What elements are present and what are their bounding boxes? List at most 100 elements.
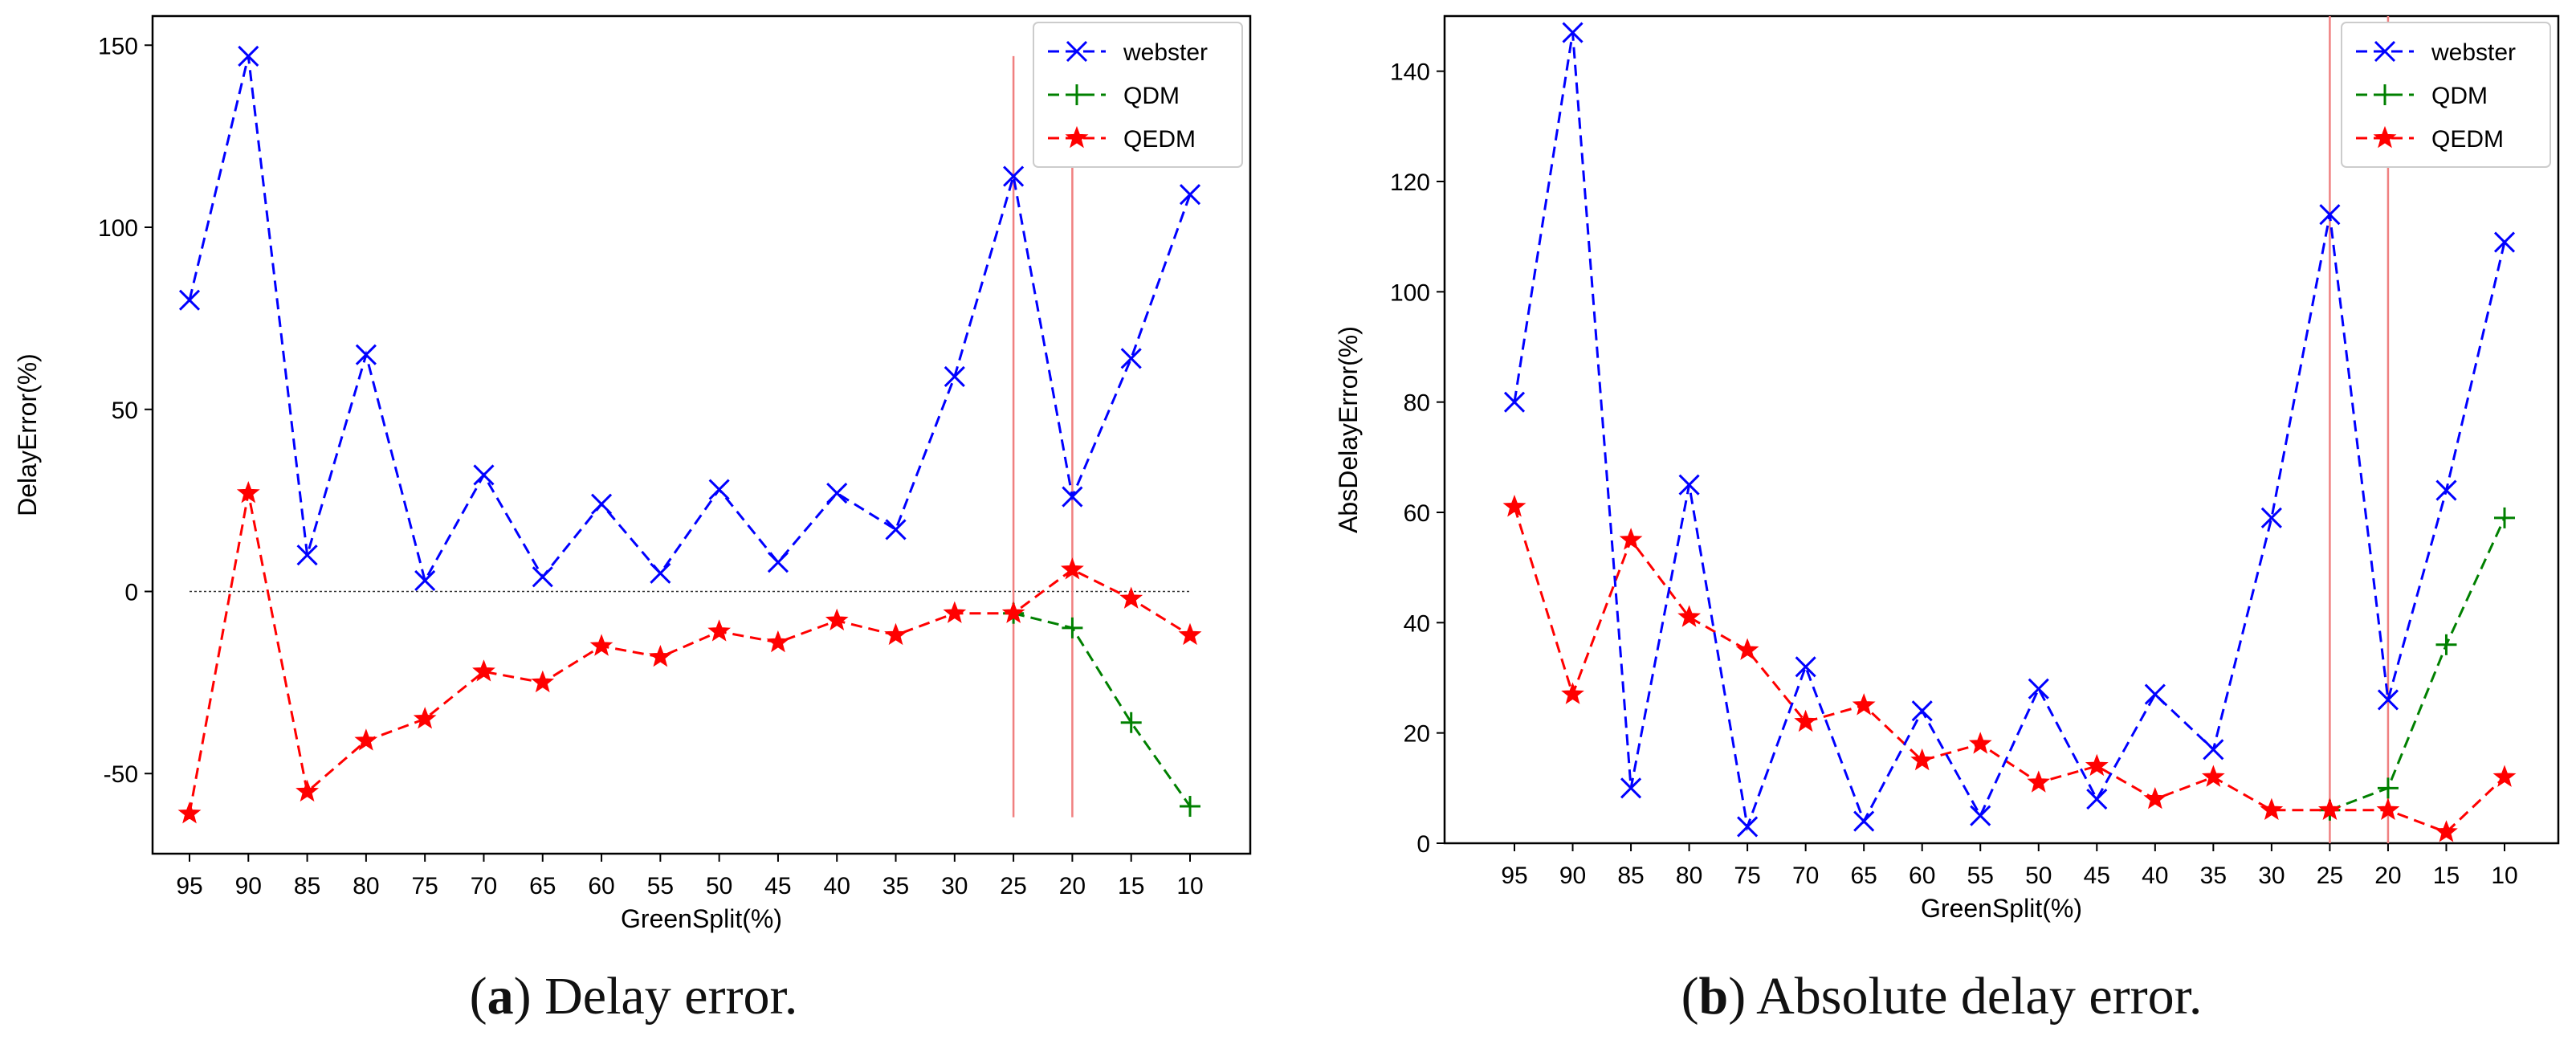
data-point-qedm [1677, 605, 1702, 627]
series-line-webster [188, 55, 1192, 584]
legend-entry-qedm: QEDM [1048, 125, 1196, 153]
legend-label: webster [1123, 39, 1208, 66]
data-point-webster [1003, 165, 1025, 187]
data-point-qedm [1561, 682, 1584, 704]
data-point-qedm [2260, 797, 2284, 821]
x-axis-label: GreenSplit(%) [1921, 894, 2082, 923]
data-point-qedm [2085, 753, 2109, 777]
data-point-qdm [1180, 796, 1200, 818]
legend-marker [1065, 125, 1089, 149]
legend-label: QDM [1123, 83, 1180, 109]
data-point-qdm [1120, 712, 1142, 733]
data-point-webster [1678, 474, 1700, 496]
data-point-webster-stroke [708, 479, 730, 500]
data-point-webster [2377, 689, 2399, 711]
y-tick-label: 20 [1404, 721, 1430, 748]
series-line-webster [1513, 32, 2506, 832]
data-point-webster-stroke [1562, 22, 1584, 43]
x-tick-label: 40 [2142, 863, 2168, 889]
data-point-qedm [472, 659, 495, 682]
y-tick-label: 40 [1404, 610, 1430, 637]
data-point-webster-stroke [2493, 231, 2516, 253]
x-tick-label: 80 [353, 873, 379, 899]
legend-label: webster [2431, 39, 2516, 66]
caption-a: (a) Delay error. [470, 967, 798, 1026]
data-point-qedm [236, 480, 260, 504]
x-tick-label: 60 [588, 873, 614, 899]
data-point-webster-stroke [1120, 348, 1142, 369]
data-point-webster-stroke [650, 562, 671, 584]
x-tick-label: 65 [1850, 863, 1877, 889]
data-point-qedm [1968, 732, 1992, 754]
data-point-webster-stroke [355, 344, 377, 365]
data-point-webster [2144, 683, 2166, 705]
data-point-webster [2493, 231, 2516, 253]
legend-marker [1066, 84, 1087, 105]
y-tick-label: 80 [1404, 390, 1430, 417]
x-tick-label: 50 [2025, 863, 2052, 889]
x-tick-label: 85 [1617, 863, 1644, 889]
legend-entry-qedm: QEDM [2356, 125, 2504, 153]
series-qdm [1003, 602, 1200, 818]
data-point-qedm [1852, 693, 1876, 716]
legend-marker [2374, 84, 2395, 105]
data-point-qedm [2435, 820, 2458, 842]
y-tick-label: 0 [124, 579, 138, 606]
data-point-webster-stroke [2319, 204, 2341, 226]
data-point-webster [767, 552, 789, 573]
x-tick-label: 70 [471, 873, 497, 899]
data-point-qedm [825, 608, 849, 631]
data-point-qedm [1119, 586, 1143, 609]
data-point-webster-stroke [532, 566, 553, 588]
data-point-qedm [1178, 622, 1202, 646]
data-point-webster-stroke [296, 544, 318, 566]
legend-marker [2373, 125, 2397, 149]
data-point-webster [1503, 391, 1526, 413]
legend-marker [2374, 40, 2396, 63]
x-tick-label: 70 [1792, 863, 1819, 889]
data-point-qedm [413, 707, 437, 729]
data-point-webster-stroke [885, 519, 907, 540]
x-tick-label: 65 [529, 873, 556, 899]
x-tick-label: 75 [411, 873, 438, 899]
data-point-qedm [2317, 797, 2342, 821]
data-point-webster [178, 289, 201, 311]
data-point-qedm [707, 619, 731, 642]
data-point-qedm [1001, 601, 1025, 623]
data-point-webster [532, 566, 553, 588]
x-tick-label: 10 [1176, 873, 1203, 899]
legend-label: QEDM [1123, 126, 1196, 153]
data-point-qedm [1619, 528, 1643, 550]
data-point-webster [2319, 204, 2341, 226]
data-point-qedm [177, 801, 202, 824]
data-point-webster-stroke [1062, 486, 1083, 508]
y-tick-label: 120 [1390, 169, 1430, 196]
data-point-webster-stroke [2203, 739, 2224, 761]
data-point-webster-stroke [1503, 391, 1526, 413]
y-axis-label: DelayError(%) [13, 353, 42, 516]
data-point-qdm [1062, 617, 1083, 638]
data-point-webster-stroke [2086, 789, 2108, 810]
plot-frame [151, 14, 1252, 855]
data-point-webster-stroke [2435, 479, 2457, 501]
data-point-webster [238, 45, 259, 67]
x-tick-label: 95 [176, 873, 202, 899]
legend: webster QDM QEDM [2341, 22, 2551, 168]
legend-marker-stroke [1066, 40, 1088, 63]
legend-entry-webster: webster [1048, 39, 1208, 66]
x-tick-label: 15 [1118, 873, 1144, 899]
x-axis-label: GreenSplit(%) [621, 904, 782, 933]
legend-label: QEDM [2431, 126, 2504, 153]
data-point-webster [2260, 507, 2282, 528]
data-point-qedm [2027, 770, 2051, 793]
data-point-qedm [1735, 638, 1759, 660]
data-point-webster-stroke [2028, 678, 2049, 699]
series-qdm [2319, 507, 2515, 821]
caption-b: (b) Absolute delay error. [1681, 967, 2203, 1026]
series-webster [178, 45, 1201, 591]
x-tick-label: 30 [941, 873, 968, 899]
x-tick-label: 75 [1734, 863, 1760, 889]
data-point-webster [1179, 184, 1201, 206]
data-point-webster [1062, 486, 1083, 508]
